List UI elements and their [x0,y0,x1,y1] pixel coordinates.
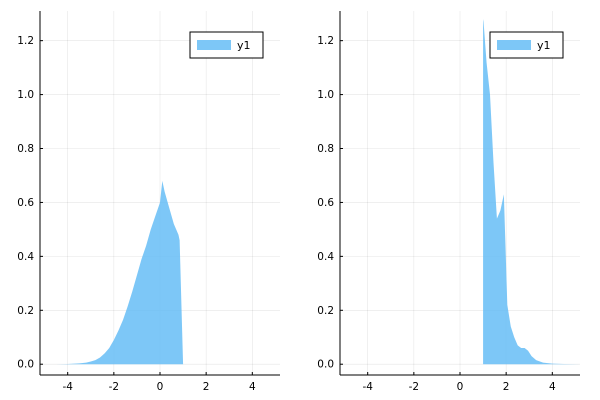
x-tick-label: -2 [409,381,419,393]
x-tick-label: 4 [249,381,256,393]
y-tick-label: 1.0 [317,89,334,101]
legend-swatch [197,40,231,50]
y-tick-label: 1.2 [317,35,334,47]
legend-swatch [497,40,531,50]
y-tick-label: 0.6 [317,197,334,209]
x-tick-label: 0 [157,381,164,393]
right-subplot: -4 -2 0 2 4 0.0 0.2 0.4 0.6 0.8 1.0 1.2 y1 [317,11,580,393]
x-tick-label: 4 [549,381,556,393]
y-tick-label: 0.2 [17,305,34,317]
y-tick-label: 0.6 [17,197,34,209]
y-tick-label: 1.0 [17,89,34,101]
x-tick-label: -2 [109,381,119,393]
x-tick-label: 2 [503,381,510,393]
x-tick-label: -4 [62,381,73,393]
legend-label: y1 [237,39,251,52]
x-tick-label: 0 [457,381,464,393]
legend: y1 [489,31,564,59]
legend: y1 [189,31,264,59]
x-tick-label: -4 [362,381,373,393]
y-tick-label: 1.2 [17,35,34,47]
series-area-y1 [56,180,184,365]
y-tick-label: 0.0 [17,359,34,371]
y-tick-label: 0.8 [17,143,34,155]
y-tick-label: 0.8 [317,143,334,155]
series-area-y1 [483,19,580,365]
y-tick-label: 0.4 [17,251,34,263]
x-tick-label: 2 [203,381,210,393]
y-tick-label: 0.2 [317,305,334,317]
y-tick-label: 0.4 [317,251,334,263]
legend-label: y1 [537,39,551,52]
y-tick-label: 0.0 [317,359,334,371]
left-subplot: -4 -2 0 2 4 0.0 0.2 0.4 0.6 0.8 1.0 1.2 y1 [17,11,280,393]
